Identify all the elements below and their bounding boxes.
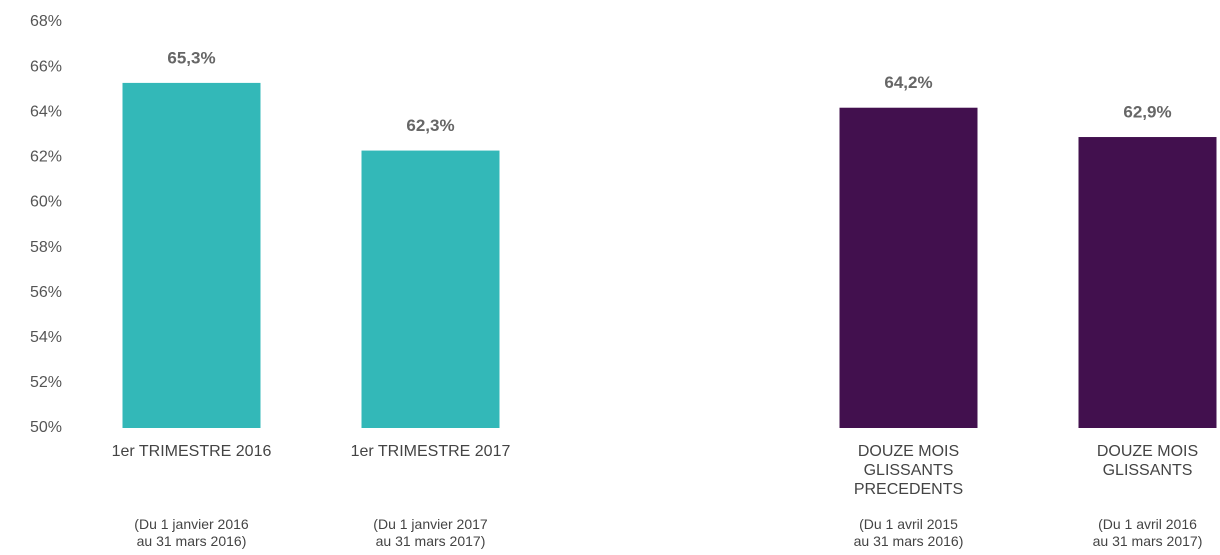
bar <box>361 150 500 429</box>
value-label: 65,3% <box>167 48 215 67</box>
bar <box>839 107 978 428</box>
category-note: (Du 1 janvier 2017 au 31 mars 2017) <box>373 516 488 549</box>
bar <box>122 82 261 429</box>
x-tick-label: 1er TRIMESTRE 2017 <box>350 443 511 460</box>
y-tick-label: 64% <box>30 103 62 120</box>
y-tick-label: 58% <box>30 239 62 256</box>
y-tick-label: 62% <box>30 149 62 166</box>
value-label: 62,9% <box>1123 103 1171 122</box>
category-note: (Du 1 janvier 2016 au 31 mars 2016) <box>134 516 249 549</box>
y-tick-label: 60% <box>30 194 62 211</box>
y-tick-label: 56% <box>30 284 62 301</box>
value-label: 64,2% <box>884 73 932 92</box>
x-tick-label: 1er TRIMESTRE 2016 <box>111 443 272 460</box>
y-tick-label: 52% <box>30 374 62 391</box>
y-tick-label: 54% <box>30 329 62 346</box>
y-tick-label: 50% <box>30 419 62 436</box>
category-note: (Du 1 avril 2015 au 31 mars 2016) <box>853 516 964 549</box>
y-tick-label: 66% <box>30 58 62 75</box>
x-tick-label: DOUZE MOIS GLISSANTS <box>1096 443 1199 479</box>
category-note: (Du 1 avril 2016 au 31 mars 2017) <box>1092 516 1203 549</box>
bar <box>1078 137 1217 429</box>
value-label: 62,3% <box>406 116 454 135</box>
x-tick-label: DOUZE MOIS GLISSANTS PRECEDENTS <box>853 443 964 498</box>
y-tick-label: 68% <box>30 13 62 30</box>
